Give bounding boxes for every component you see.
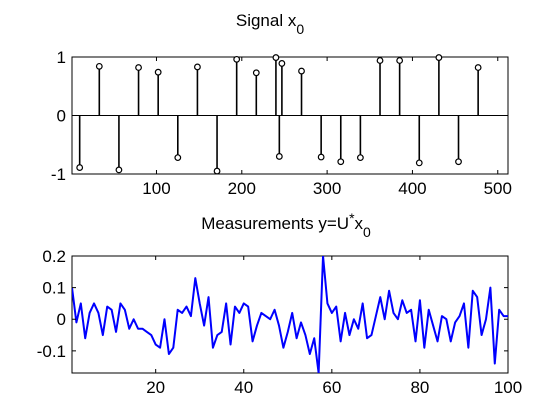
measurements-y-tick-label: 0.1 <box>42 279 66 298</box>
signal-x-tick-label: 500 <box>484 179 512 198</box>
measurements-chart: Measurements y=U*x0 20 40 60 80 100 -0.1 0 0.1… <box>37 210 522 397</box>
measurements-x-tick-label: 60 <box>322 378 341 397</box>
signal-stem-marker <box>273 55 279 61</box>
measurements-y-tick-label: -0.1 <box>37 342 66 361</box>
signal-stem-marker <box>377 58 383 64</box>
signal-stem-marker <box>338 159 344 165</box>
signal-stem-marker <box>195 64 201 70</box>
signal-stem-marker <box>116 167 122 173</box>
signal-stem-marker <box>456 159 462 165</box>
measurements-x-tick-label: 100 <box>494 378 522 397</box>
signal-stem-marker <box>155 69 161 75</box>
signal-stem-marker <box>436 55 442 61</box>
signal-stem-marker <box>475 65 481 71</box>
signal-stem-marker <box>175 155 181 161</box>
signal-x-tick-label: 400 <box>398 179 426 198</box>
signal-stem-marker <box>358 155 364 161</box>
signal-stem-marker <box>416 160 422 166</box>
measurements-title-subscript: 0 <box>363 224 371 240</box>
measurements-y-tick-label: 0.2 <box>42 247 66 266</box>
signal-stem-marker <box>77 165 83 171</box>
signal-stem-marker <box>279 61 285 67</box>
signal-x-tick-label: 300 <box>313 179 341 198</box>
measurements-x-tick-label: 20 <box>146 378 165 397</box>
signal-stem-marker <box>234 57 240 63</box>
signal-title-subscript: 0 <box>296 21 304 37</box>
signal-chart: Signal x0 100 200 300 400 500 -101 <box>51 11 512 198</box>
signal-stem-marker <box>214 168 220 174</box>
measurements-plot-area <box>72 256 508 373</box>
signal-stem-marker <box>253 70 259 76</box>
signal-stem-marker <box>318 154 324 160</box>
signal-stem-marker <box>397 58 403 64</box>
measurements-chart-title: Measurements y=U*x0 <box>201 210 371 240</box>
signal-stem-marker <box>136 65 142 71</box>
signal-y-tick-label: 1 <box>57 48 66 67</box>
signal-stem-marker <box>277 154 283 160</box>
signal-stem-marker <box>97 64 103 70</box>
signal-x-tick-label: 200 <box>228 179 256 198</box>
signal-y-tick-label: -1 <box>51 165 66 184</box>
measurements-title-main: Measurements y=U <box>201 214 349 233</box>
measurements-x-tick-label: 40 <box>234 378 253 397</box>
measurements-x-tick-label: 80 <box>410 378 429 397</box>
measurements-y-tick-label: 0 <box>57 310 66 329</box>
signal-title-main: Signal x <box>236 11 297 30</box>
signal-y-tick-label: 0 <box>57 107 66 126</box>
signal-chart-title: Signal x0 <box>236 11 304 37</box>
signal-x-tick-label: 100 <box>142 179 170 198</box>
signal-stem-marker <box>299 68 305 74</box>
